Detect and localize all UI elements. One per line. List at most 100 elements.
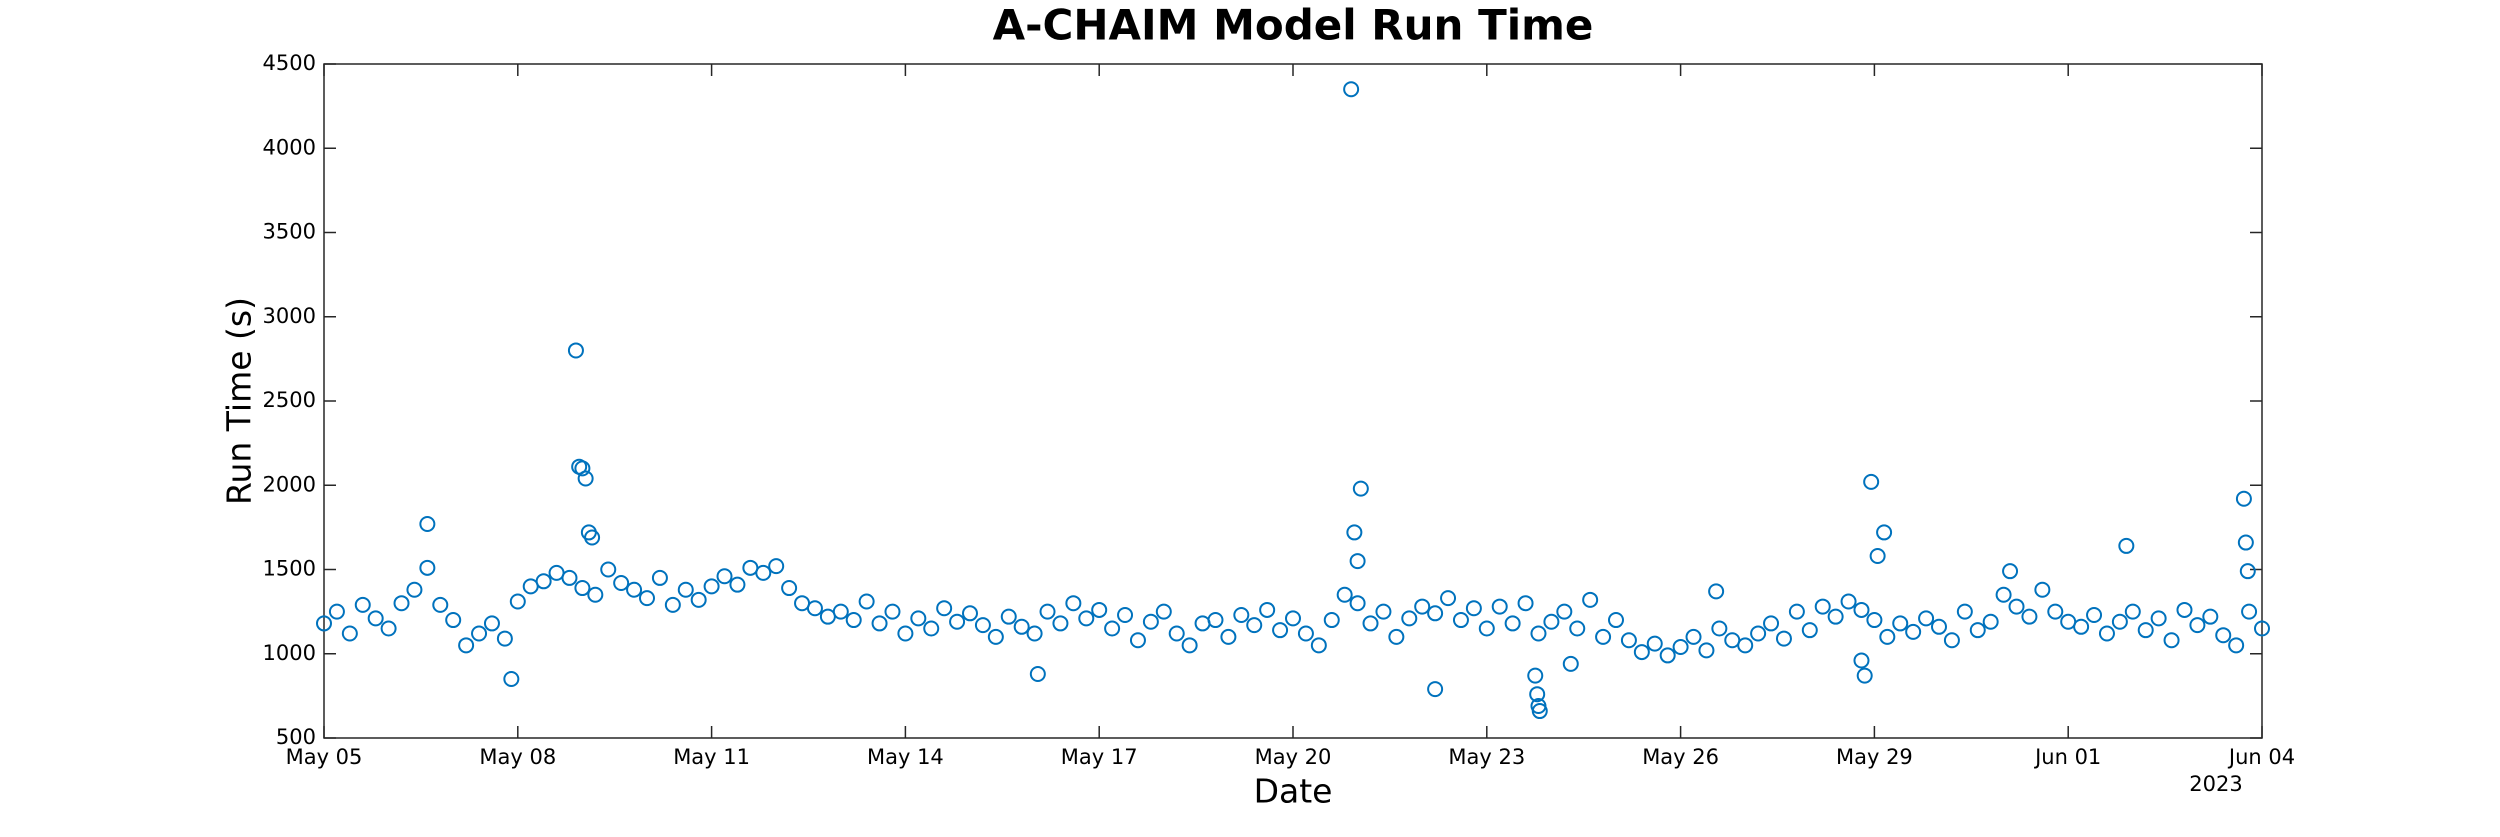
data-point (2111, 613, 2128, 630)
data-point (1272, 622, 1289, 639)
y-tick-label: 2000 (263, 472, 316, 496)
data-point (2215, 627, 2232, 644)
data-point (1788, 603, 1805, 620)
data-point (1763, 615, 1780, 632)
data-point (2241, 603, 2258, 620)
data-point (561, 569, 578, 586)
data-point (2189, 617, 2206, 634)
data-point (1336, 586, 1353, 603)
data-point (1527, 667, 1544, 684)
data-point (2239, 563, 2256, 580)
data-point (316, 615, 332, 632)
data-point (341, 625, 358, 642)
data-point (1465, 600, 1482, 617)
data-point (1013, 618, 1030, 635)
data-point (1633, 644, 1650, 661)
data-point (574, 580, 591, 597)
data-point (1853, 601, 1870, 618)
data-point (1582, 591, 1599, 608)
data-point (1931, 618, 1947, 635)
data-point (2176, 601, 2193, 618)
data-point (845, 612, 862, 629)
data-point (2118, 537, 2135, 554)
data-point (1362, 615, 1379, 632)
data-point (936, 600, 953, 617)
data-point (328, 603, 345, 620)
data-point (1065, 595, 1082, 612)
y-tick-label: 2500 (263, 388, 316, 412)
y-tick-label: 4500 (263, 51, 316, 75)
data-point (1905, 623, 1922, 640)
data-point (806, 600, 823, 617)
data-point (393, 595, 410, 612)
data-point (626, 581, 643, 598)
data-point (2228, 637, 2245, 654)
x-tick-label: May 26 (1642, 745, 1719, 769)
data-point (509, 593, 526, 610)
data-point (1737, 637, 1754, 654)
data-point (2235, 490, 2252, 507)
data-point (923, 620, 940, 637)
x-tick-label: May 23 (1448, 745, 1525, 769)
x-tick-label: May 20 (1255, 745, 1332, 769)
data-point (1440, 590, 1457, 607)
data-point (1310, 637, 1327, 654)
data-point (1129, 632, 1146, 649)
data-point (1104, 620, 1121, 637)
data-point (768, 558, 785, 575)
data-point (2086, 606, 2103, 623)
data-point (567, 342, 584, 359)
data-point (503, 671, 520, 688)
y-tick-label: 3500 (263, 220, 316, 244)
data-point (974, 617, 991, 634)
data-point (1531, 703, 1548, 720)
data-point (1646, 635, 1663, 652)
data-point (1517, 595, 1534, 612)
data-point (1388, 628, 1405, 645)
y-tick-label: 1000 (263, 641, 316, 665)
data-point (897, 625, 914, 642)
data-point (1259, 601, 1276, 618)
y-axis-label: Run Time (s) (220, 297, 259, 505)
data-point (584, 529, 601, 546)
data-point (1052, 615, 1069, 632)
data-point (716, 568, 733, 585)
data-point (1346, 524, 1363, 541)
data-point (1543, 613, 1560, 630)
data-point (1982, 613, 1999, 630)
data-point (1091, 601, 1108, 618)
data-point (729, 576, 746, 593)
data-point (2047, 603, 2064, 620)
data-point (1775, 630, 1792, 647)
data-point (1608, 612, 1624, 629)
data-point (445, 612, 462, 629)
data-point (1504, 615, 1521, 632)
data-point (1659, 647, 1676, 664)
data-point (1969, 622, 1986, 639)
data-point (1285, 610, 1301, 627)
data-point (483, 615, 500, 632)
data-point (419, 516, 436, 533)
data-point (871, 615, 888, 632)
data-point (1840, 593, 1857, 610)
data-point (1297, 625, 1314, 642)
data-point (1698, 642, 1715, 659)
data-point (1168, 625, 1185, 642)
data-point (1530, 625, 1547, 642)
data-point (1207, 612, 1224, 629)
data-point (1155, 603, 1172, 620)
x-axis-label: Date (1254, 772, 1333, 811)
data-point (1801, 622, 1818, 639)
data-point (1711, 620, 1728, 637)
data-point (664, 596, 681, 613)
data-point (987, 628, 1004, 645)
data-point (755, 564, 772, 581)
data-point (1491, 598, 1508, 615)
data-point (1117, 606, 1134, 623)
data-point (1853, 652, 1870, 669)
data-point (2073, 618, 2090, 635)
data-point (858, 593, 875, 610)
